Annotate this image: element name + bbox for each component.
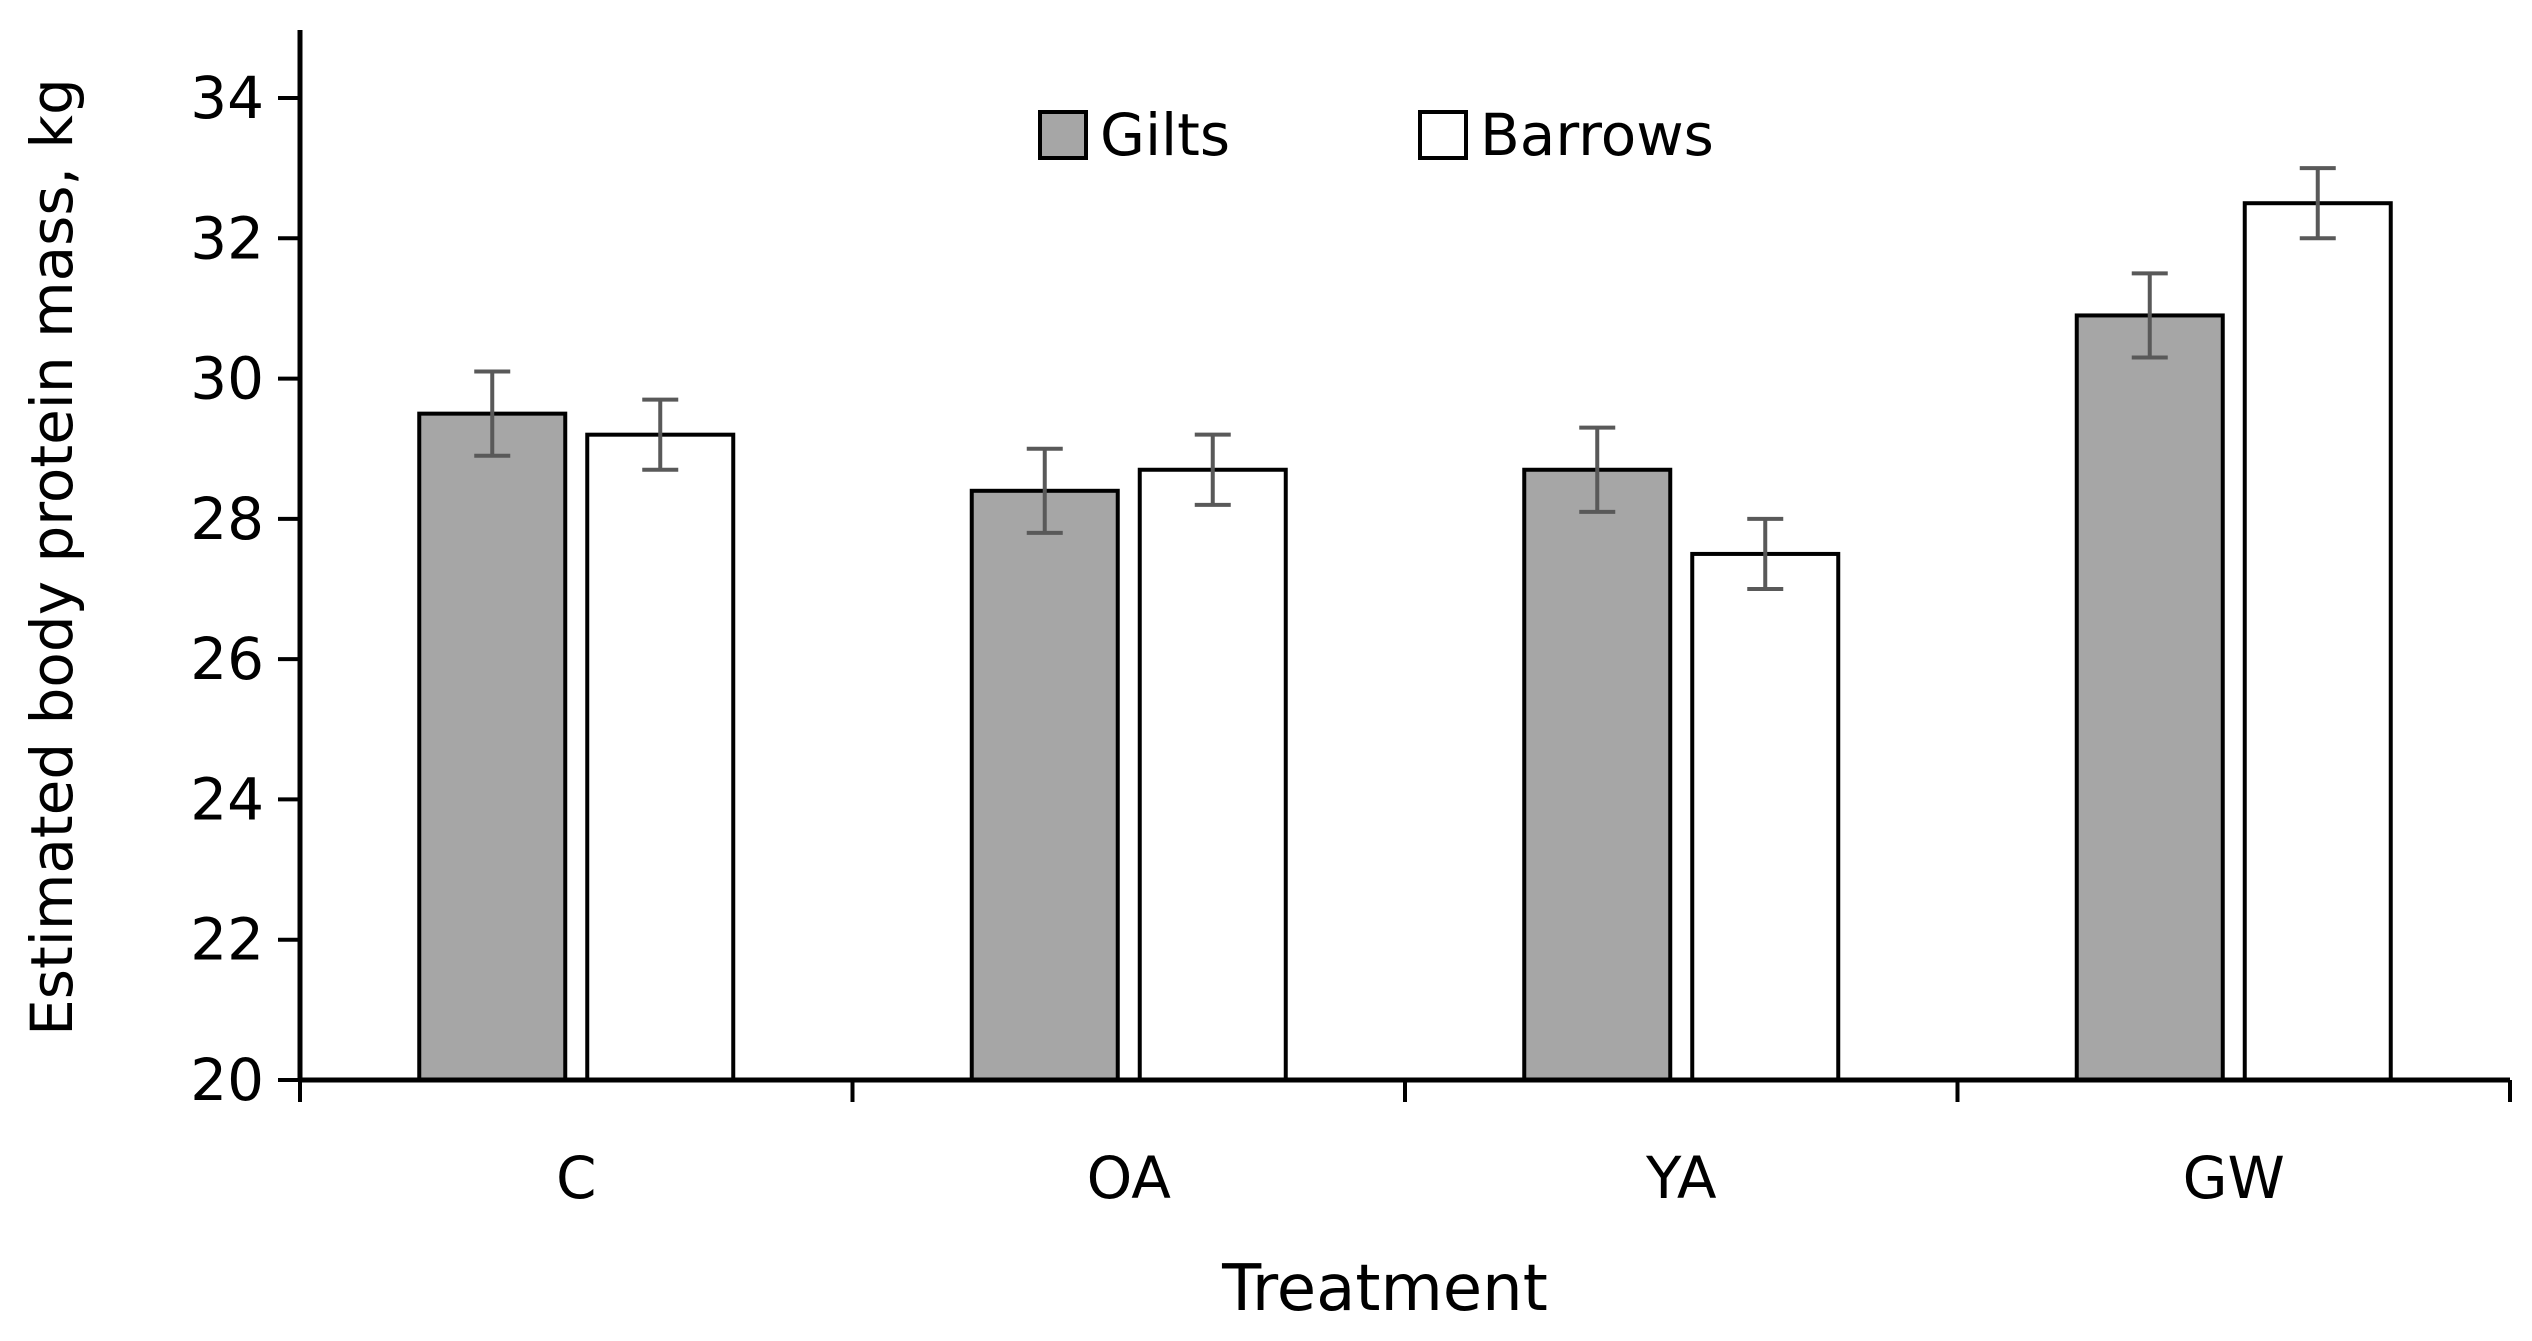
y-tick-label: 30 bbox=[190, 345, 264, 413]
x-axis-label: Treatment bbox=[1221, 1252, 1548, 1326]
y-tick-label: 28 bbox=[190, 485, 264, 553]
bars-layer bbox=[417, 201, 2393, 1082]
y-tick-label: 22 bbox=[190, 906, 264, 974]
y-tick-label: 20 bbox=[190, 1046, 264, 1114]
y-tick-label: 24 bbox=[190, 765, 264, 833]
legend-label-barrows: Barrows bbox=[1480, 101, 1714, 169]
x-ticks-layer: C OA YA GW bbox=[298, 1080, 2512, 1212]
bar-gilts bbox=[2074, 313, 2225, 1082]
x-tick-label: OA bbox=[1087, 1144, 1172, 1212]
legend: Gilts Barrows bbox=[1038, 101, 1714, 169]
bar-gilts bbox=[417, 411, 568, 1082]
legend-label-gilts: Gilts bbox=[1100, 101, 1230, 169]
y-tick-label: 32 bbox=[190, 204, 264, 272]
bar-gilts bbox=[969, 488, 1120, 1082]
y-ticks-layer: 20 22 24 26 28 30 32 34 bbox=[190, 64, 300, 1114]
y-tick-label: 34 bbox=[190, 64, 264, 132]
bar-barrows bbox=[585, 432, 736, 1082]
bar-barrows bbox=[2242, 201, 2393, 1082]
y-tick-label: 26 bbox=[190, 625, 264, 693]
x-tick-label: C bbox=[556, 1144, 597, 1212]
bar-barrows bbox=[1690, 551, 1841, 1082]
x-tick-label: GW bbox=[2183, 1144, 2285, 1212]
bar-gilts bbox=[1522, 467, 1673, 1082]
y-axis-label: Estimated body protein mass, kg bbox=[18, 78, 86, 1036]
bar-barrows bbox=[1137, 467, 1288, 1082]
error-bars-layer bbox=[474, 166, 2336, 591]
x-tick-label: YA bbox=[1645, 1144, 1717, 1212]
legend-swatch-gilts bbox=[1038, 110, 1088, 160]
legend-swatch-barrows bbox=[1418, 110, 1468, 160]
